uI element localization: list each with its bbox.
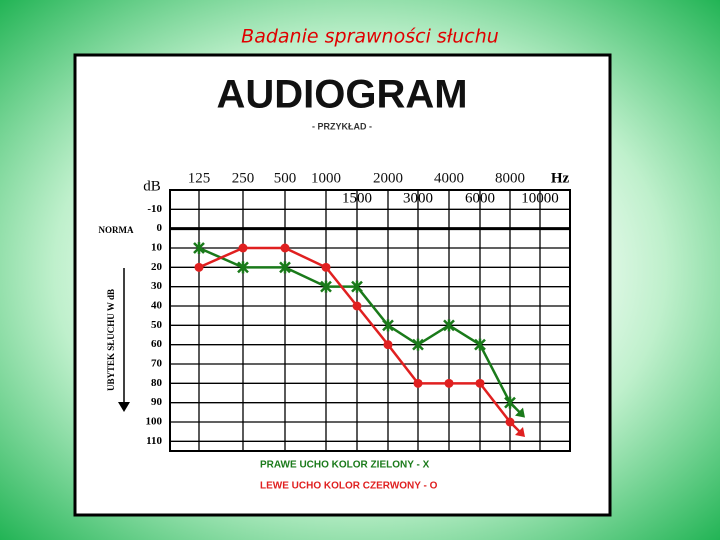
no-response-arrow-head	[515, 427, 525, 437]
y-tick-label: 10	[151, 242, 163, 254]
marker	[321, 262, 331, 272]
x-tick-label: 10000	[521, 190, 559, 206]
chart-subtitle: - PRZYKŁAD -	[312, 121, 372, 131]
marker	[444, 378, 454, 388]
y-tick-label: 110	[146, 435, 162, 447]
marker	[383, 340, 393, 350]
series-line	[198, 246, 512, 404]
no-response-arrow-head	[515, 407, 525, 418]
slide-title: Badanie sprawności słuchu	[241, 26, 499, 48]
marker	[237, 261, 249, 274]
y-tick-label: 70	[151, 358, 163, 370]
marker	[443, 319, 455, 332]
y-tick-label: 40	[151, 300, 163, 312]
marker	[474, 338, 486, 351]
x-tick-label: 1000	[311, 170, 341, 186]
y-tick-label: 20	[151, 261, 163, 273]
marker	[351, 280, 363, 293]
chart-panel	[73, 53, 612, 517]
marker	[475, 378, 485, 388]
y-tick-label: 0	[157, 222, 163, 234]
marker	[504, 396, 516, 409]
marker	[505, 417, 515, 427]
marker	[413, 378, 423, 388]
x-tick-label: 250	[232, 170, 255, 186]
x-tick-label: 6000	[465, 190, 495, 206]
marker	[320, 280, 332, 293]
marker	[194, 262, 204, 272]
x-tick-label: 4000	[434, 170, 464, 186]
x-unit: Hz	[551, 170, 570, 186]
y-tick-label: 90	[151, 396, 163, 408]
legend-label: PRAWE UCHO KOLOR ZIELONY - X	[260, 460, 430, 471]
x-tick-label: 8000	[495, 170, 525, 186]
y-tick-label: 100	[146, 416, 163, 428]
x-tick-label: 1500	[342, 190, 372, 206]
plot-frame	[169, 189, 571, 452]
y-unit: dB	[143, 178, 161, 194]
x-tick-label: 2000	[373, 170, 403, 186]
marker	[280, 243, 290, 253]
y-axis-label: UBYTEK SŁUCHU W dB	[106, 289, 116, 391]
y-tick-label: 30	[151, 280, 163, 292]
x-tick-label: 3000	[403, 190, 433, 206]
y-tick-label: 50	[151, 319, 163, 331]
y-tick-label: 60	[151, 338, 163, 350]
series-line	[198, 246, 511, 423]
x-tick-label: 500	[274, 170, 297, 186]
y-arrow-head	[118, 402, 130, 412]
legend-label: LEWE UCHO KOLOR CZERWONY - O	[260, 481, 438, 492]
y-tick-label: 80	[151, 377, 163, 389]
chart-title: AUDIOGRAM	[216, 73, 467, 117]
norm-label: NORMA	[99, 225, 134, 235]
x-tick-label: 125	[188, 170, 211, 186]
marker	[412, 338, 424, 351]
marker	[193, 242, 205, 254]
marker	[352, 301, 362, 311]
y-tick-label: -10	[147, 203, 162, 215]
marker	[382, 319, 394, 332]
marker	[238, 243, 248, 253]
marker	[279, 261, 291, 274]
